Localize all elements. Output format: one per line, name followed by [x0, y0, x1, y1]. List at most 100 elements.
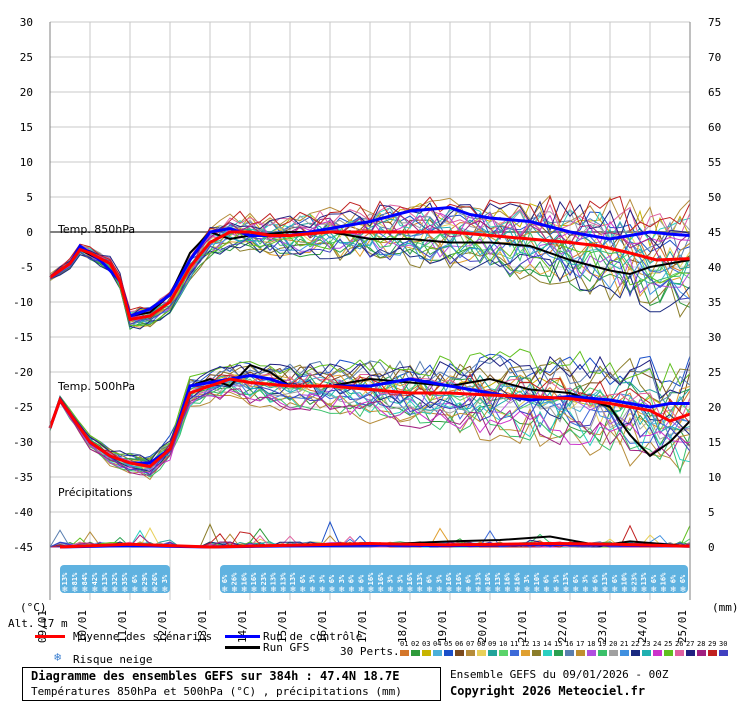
pert-color-swatch: [477, 650, 486, 656]
pert-number: 24: [653, 640, 662, 648]
pert-color-swatch: [609, 650, 618, 656]
pert-number: 25: [664, 640, 673, 648]
snowflake-icon: ❄: [680, 585, 687, 594]
perts-label: 30 Perts.: [340, 645, 400, 658]
pert-number: 27: [686, 640, 695, 648]
right-tick-label: 65: [708, 86, 721, 99]
pert-color-swatch: [697, 650, 706, 656]
snow-risk-percent: 13%: [289, 572, 297, 585]
pert-color-swatch: [675, 650, 684, 656]
pert-color-swatch: [499, 650, 508, 656]
pert-number: 17: [576, 640, 585, 648]
left-tick-label: 25: [20, 51, 33, 64]
member-t850-line: [49, 232, 691, 327]
pert-number: 04: [433, 640, 442, 648]
date-tick-label: 12/01: [156, 610, 169, 643]
snow-risk-percent: 32%: [111, 572, 119, 585]
snowflake-icon: ❄: [54, 650, 62, 664]
pert-number: 29: [708, 640, 717, 648]
member-t500-line: [49, 377, 691, 475]
snowflake-icon: ❄: [309, 585, 316, 594]
snowflake-icon: ❄: [348, 585, 355, 594]
snowflake-icon: ❄: [378, 585, 385, 594]
snow-risk-percent: 10%: [533, 572, 541, 585]
snowflake-icon: ❄: [300, 585, 307, 594]
snowflake-icon: ❄: [358, 585, 365, 594]
snow-risk-percent: 84%: [81, 572, 89, 585]
snow-risk-percent: 13%: [61, 572, 69, 585]
pert-color-swatch: [664, 650, 673, 656]
right-tick-label: 60: [708, 121, 721, 134]
pert-number: 18: [587, 640, 596, 648]
snow-risk-percent: 13%: [101, 572, 109, 585]
panel-label-t850: Temp. 850hPa: [57, 223, 135, 236]
legend-control-swatch: [225, 635, 260, 638]
snowflake-icon: ❄: [280, 585, 287, 594]
snowflake-icon: ❄: [112, 585, 119, 594]
snow-risk-percent: 6%: [357, 574, 365, 583]
pert-color-swatch: [521, 650, 530, 656]
snowflake-icon: ❄: [660, 585, 667, 594]
pert-number: 08: [477, 640, 486, 648]
snowflake-icon: ❄: [612, 585, 619, 594]
left-tick-label: -35: [13, 471, 33, 484]
snowflake-icon: ❄: [602, 585, 609, 594]
date-tick-label: 25/01: [676, 610, 689, 643]
pert-number: 28: [697, 640, 706, 648]
altitude-label: Alt. 17 m: [8, 617, 68, 630]
pert-color-swatch: [543, 650, 552, 656]
left-tick-label: -10: [13, 296, 33, 309]
snowflake-icon: ❄: [534, 585, 541, 594]
snowflake-icon: ❄: [563, 585, 570, 594]
snowflake-icon: ❄: [261, 585, 268, 594]
snow-risk-percent: 6%: [221, 574, 229, 583]
pert-color-swatch: [631, 650, 640, 656]
snowflake-icon: ❄: [436, 585, 443, 594]
snow-risk-percent: 16%: [377, 572, 385, 585]
ensemble-info: Ensemble GEFS du 09/01/2026 - 00Z: [450, 668, 669, 681]
snow-risk-percent: 3%: [582, 574, 590, 583]
left-tick-label: -45: [13, 541, 33, 554]
snow-risk-band: 13%❄81%❄84%❄42%❄13%❄32%❄35%❄6%❄29%❄26%❄3…: [60, 565, 688, 594]
snowflake-icon: ❄: [456, 585, 463, 594]
pert-color-swatch: [466, 650, 475, 656]
right-tick-label: 25: [708, 366, 721, 379]
snowflake-icon: ❄: [631, 585, 638, 594]
chart-subtitle: Températures 850hPa et 500hPa (°C) , pré…: [31, 685, 402, 698]
right-tick-label: 15: [708, 436, 721, 449]
snow-risk-percent: 35%: [121, 572, 129, 585]
snow-risk-percent: 16%: [406, 572, 414, 585]
snow-risk-percent: 6%: [611, 574, 619, 583]
member-t850-line: [49, 228, 691, 324]
snowflake-icon: ❄: [152, 585, 159, 594]
pert-color-swatch: [719, 650, 728, 656]
legend-mean-label: Moyenne des scénarios: [73, 630, 213, 643]
member-t850-line: [49, 236, 691, 325]
right-tick-label: 5: [708, 506, 715, 519]
member-t500-line: [49, 384, 691, 478]
snowflake-icon: ❄: [241, 585, 248, 594]
date-tick-label: 20/01: [476, 610, 489, 643]
pert-number: 13: [532, 640, 541, 648]
snow-risk-percent: 3%: [523, 574, 531, 583]
snow-risk-bar: [60, 565, 170, 593]
snowflake-icon: ❄: [82, 585, 89, 594]
snowflake-icon: ❄: [651, 585, 658, 594]
pert-number: 15: [554, 640, 563, 648]
date-tick-label: 09/01: [36, 610, 49, 643]
right-tick-label: 70: [708, 51, 721, 64]
pert-number: 02: [411, 640, 420, 648]
snow-risk-percent: 13%: [416, 572, 424, 585]
snowflake-icon: ❄: [426, 585, 433, 594]
legend-control-label: Run de contrôle: [263, 630, 363, 643]
snowflake-icon: ❄: [553, 585, 560, 594]
date-tick-label: 15/01: [276, 610, 289, 643]
snow-risk-percent: 29%: [141, 572, 149, 585]
snowflake-icon: ❄: [504, 585, 511, 594]
snow-risk-percent: 13%: [640, 572, 648, 585]
pert-color-swatch: [587, 650, 596, 656]
date-tick-label: 10/01: [76, 610, 89, 643]
snow-risk-percent: 6%: [299, 574, 307, 583]
pert-number: 30: [719, 640, 728, 648]
